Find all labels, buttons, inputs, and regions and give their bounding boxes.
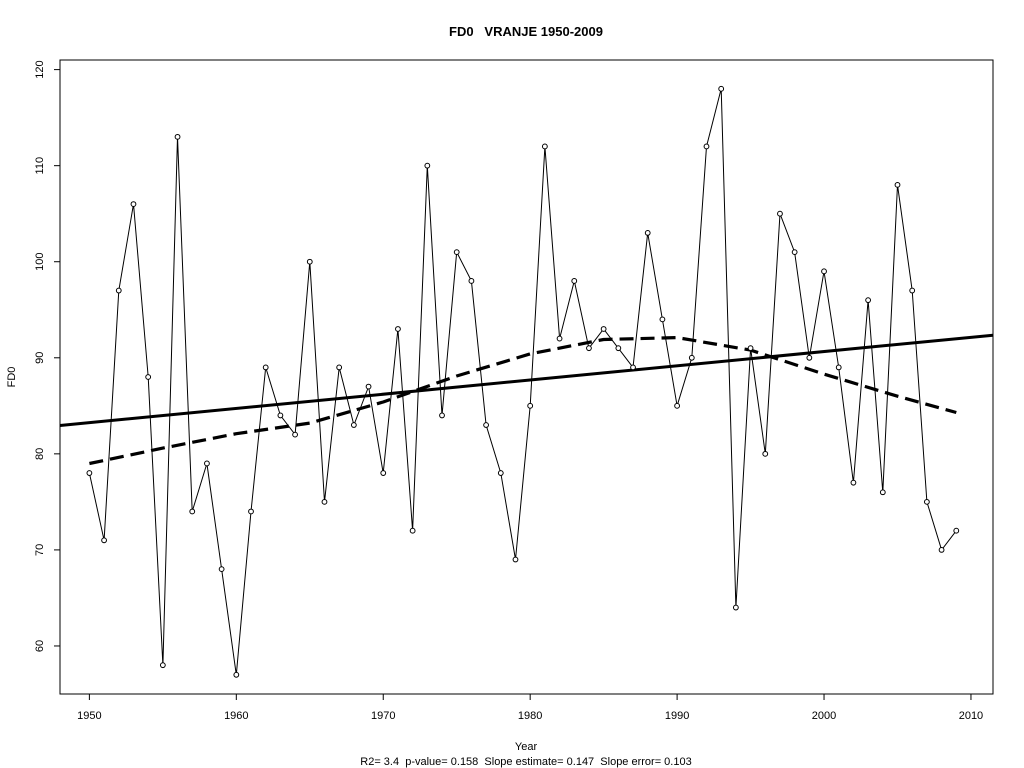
series-layer [59, 85, 994, 678]
data-point [189, 508, 196, 515]
y-tick-label: 70 [34, 544, 46, 556]
data-point [453, 249, 460, 256]
data-point [497, 470, 504, 476]
data-point [233, 671, 240, 678]
data-point [821, 268, 827, 275]
data-point [468, 278, 475, 284]
y-tick-label: 90 [34, 352, 46, 364]
data-point [424, 162, 431, 169]
data-point [115, 287, 122, 294]
x-axis: 1950 1960 1970 1980 1990 2000 2010 [77, 693, 983, 722]
data-point [879, 489, 886, 496]
data-point [777, 210, 783, 217]
data-point [145, 374, 152, 380]
data-point [703, 143, 710, 150]
data-point [835, 364, 842, 371]
x-tick-label: 1960 [224, 710, 248, 722]
data-point [306, 258, 313, 265]
data-point [174, 133, 181, 140]
data-point [806, 354, 813, 361]
data-point [630, 364, 636, 371]
data-point [850, 479, 857, 486]
data-point [277, 412, 284, 419]
data-point [688, 354, 695, 361]
data-point [130, 201, 137, 207]
y-axis-label: FD0 [6, 367, 18, 388]
data-point [953, 527, 960, 534]
data-point [644, 230, 651, 236]
data-point [350, 422, 357, 428]
data-point [409, 527, 416, 534]
data-point [571, 278, 578, 284]
x-tick-label: 2000 [812, 710, 836, 722]
data-point [159, 662, 166, 669]
x-tick-label: 2010 [959, 710, 983, 722]
data-point [615, 345, 622, 352]
x-tick-label: 1970 [371, 710, 395, 722]
data-point [909, 287, 916, 294]
data-point [938, 547, 945, 553]
data-point [762, 450, 769, 457]
data-point [747, 345, 754, 352]
data-point [512, 556, 519, 563]
x-tick-label: 1990 [665, 710, 689, 722]
smooth-trend-line [89, 336, 957, 466]
data-point [365, 383, 372, 390]
data-point [600, 326, 607, 332]
data-point [923, 498, 930, 505]
observed-series-line [88, 88, 957, 675]
data-point [791, 249, 798, 256]
data-point [865, 297, 872, 304]
data-point [248, 508, 254, 515]
data-point [439, 412, 445, 419]
data-point [204, 460, 210, 467]
data-point [336, 364, 343, 371]
data-point [732, 604, 739, 611]
data-point [586, 345, 592, 352]
data-point [718, 85, 725, 92]
chart-title: FD0 VRANJE 1950-2009 [449, 24, 603, 39]
data-point [674, 402, 681, 409]
data-point [101, 537, 107, 544]
data-point [321, 498, 328, 505]
data-point [483, 422, 489, 428]
data-point [380, 470, 387, 476]
data-point [659, 316, 666, 323]
y-tick-label: 100 [34, 253, 46, 271]
data-point [395, 326, 401, 332]
data-point [556, 335, 563, 342]
linear-trend-line [59, 333, 994, 427]
y-tick-label: 80 [34, 448, 46, 460]
x-axis-label: Year [515, 741, 538, 753]
y-tick-label: 120 [34, 60, 46, 78]
x-tick-label: 1980 [518, 710, 542, 722]
data-point [292, 431, 298, 438]
data-point [541, 143, 548, 150]
regression-stats: R2= 3.4 p-value= 0.158 Slope estimate= 0… [360, 756, 691, 768]
y-tick-label: 60 [34, 640, 46, 652]
data-point [894, 181, 901, 188]
plot-frame [59, 59, 994, 695]
x-tick-label: 1950 [77, 710, 101, 722]
y-axis: 60 70 80 90 100 110 120 [34, 60, 61, 652]
data-point [527, 402, 534, 409]
data-point [262, 364, 269, 371]
data-point [218, 566, 225, 573]
y-tick-label: 110 [34, 157, 46, 175]
data-point [86, 470, 93, 476]
